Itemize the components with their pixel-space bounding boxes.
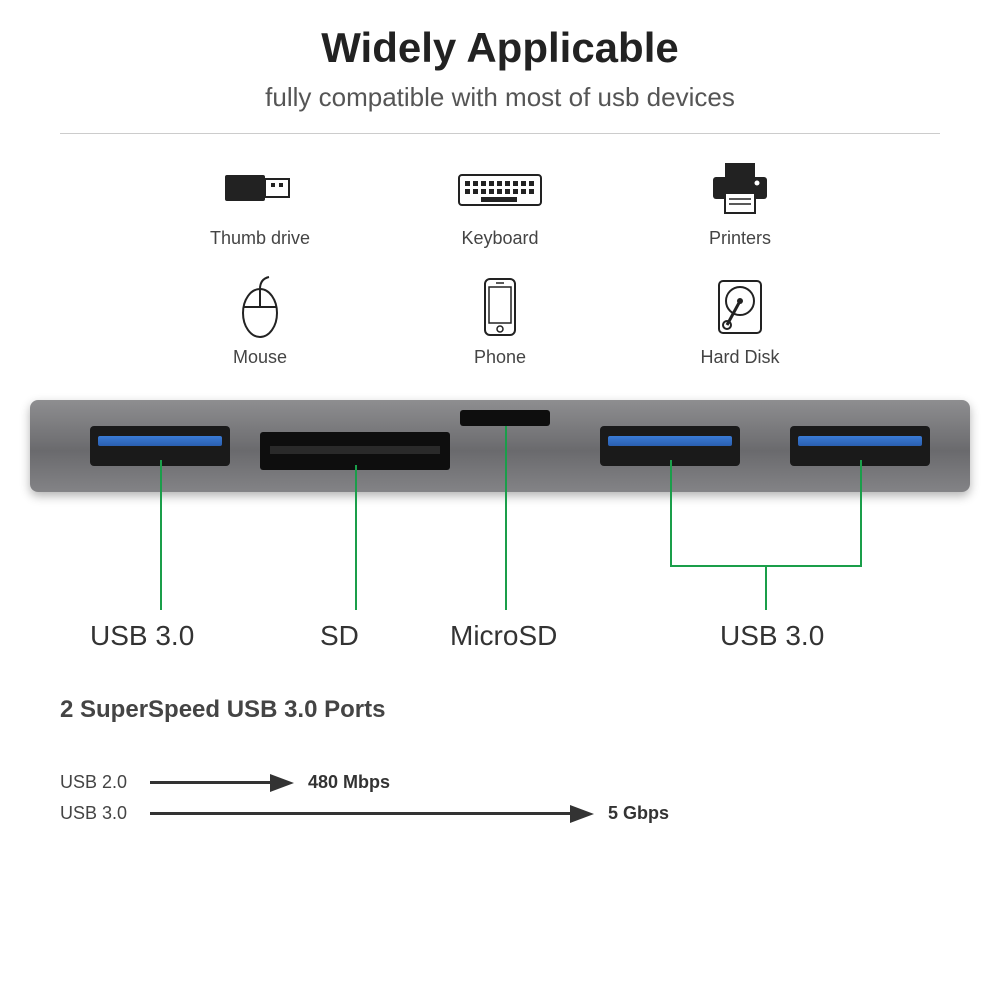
specs-title: 2 SuperSpeed USB 3.0 Ports (60, 696, 940, 724)
hard-disk-icon (620, 277, 860, 337)
printer-icon (620, 158, 860, 218)
callout-line (860, 460, 862, 565)
callout-line (670, 460, 672, 565)
callout-line (160, 460, 162, 610)
hub-body (30, 400, 970, 492)
page-subtitle: fully compatible with most of usb device… (0, 82, 1000, 113)
device-label: Phone (380, 347, 620, 368)
device-label: Keyboard (380, 228, 620, 249)
speed-label: USB 2.0 (60, 772, 150, 793)
callout-line (765, 565, 767, 610)
microsd-port (460, 410, 550, 426)
thumb-drive-icon (140, 158, 380, 218)
port-label-usb2: USB 3.0 (720, 620, 824, 652)
hub-diagram: USB 3.0 SD MicroSD USB 3.0 (0, 400, 1000, 680)
speed-row-usb3: USB 3.0 5 Gbps (60, 803, 940, 824)
device-printers: Printers (620, 158, 860, 249)
speed-row-usb2: USB 2.0 480 Mbps (60, 772, 940, 793)
device-label: Printers (620, 228, 860, 249)
callout-line (505, 426, 507, 610)
device-mouse: Mouse (140, 277, 380, 368)
speed-value: 480 Mbps (308, 772, 390, 793)
specs-section: 2 SuperSpeed USB 3.0 Ports USB 2.0 480 M… (60, 696, 940, 824)
arrow-icon (150, 776, 294, 790)
speed-label: USB 3.0 (60, 803, 150, 824)
device-label: Thumb drive (140, 228, 380, 249)
device-keyboard: Keyboard (380, 158, 620, 249)
phone-icon (380, 277, 620, 337)
port-label-usb1: USB 3.0 (90, 620, 194, 652)
mouse-icon (140, 277, 380, 337)
device-label: Hard Disk (620, 347, 860, 368)
divider (60, 133, 940, 134)
keyboard-icon (380, 158, 620, 218)
callout-line (355, 465, 357, 610)
device-hard-disk: Hard Disk (620, 277, 860, 368)
speed-value: 5 Gbps (608, 803, 669, 824)
port-label-sd: SD (320, 620, 359, 652)
device-grid: Thumb drive Keyboard (140, 158, 860, 368)
page-title: Widely Applicable (0, 24, 1000, 72)
device-phone: Phone (380, 277, 620, 368)
port-label-microsd: MicroSD (450, 620, 557, 652)
arrow-icon (150, 807, 594, 821)
device-thumb-drive: Thumb drive (140, 158, 380, 249)
device-label: Mouse (140, 347, 380, 368)
